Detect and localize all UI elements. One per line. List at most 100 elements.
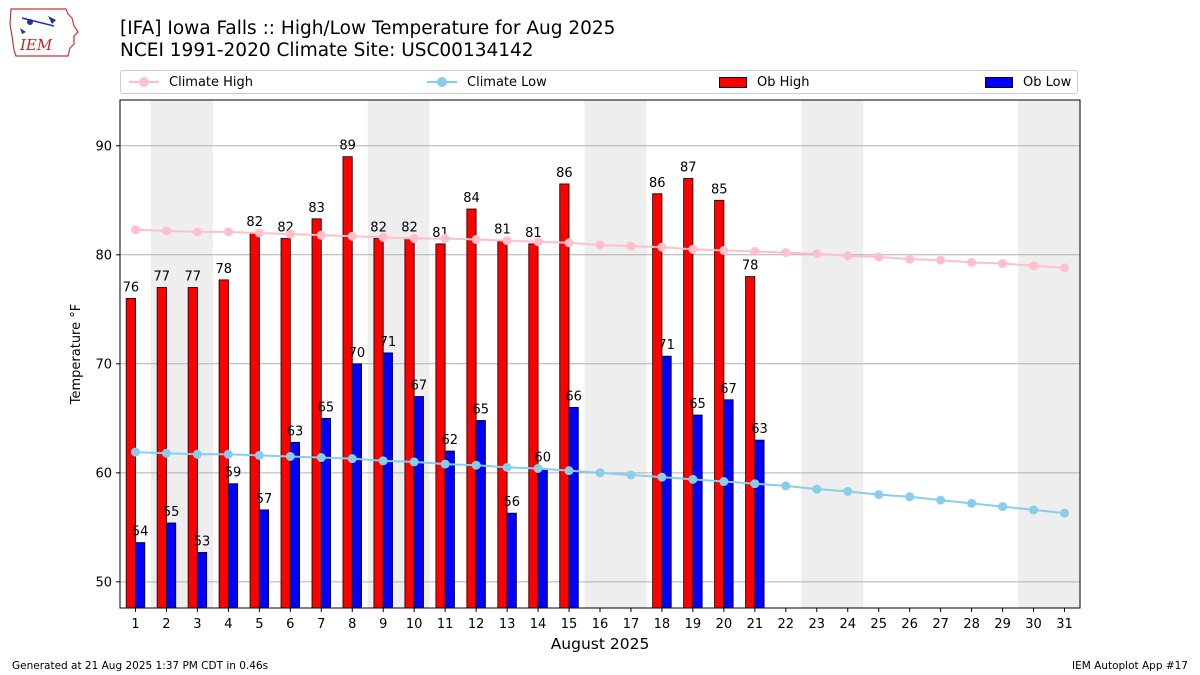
ob-low-bar — [413, 396, 424, 609]
ob-low-data-label: 63 — [287, 424, 304, 439]
ob-high-bar — [404, 238, 415, 609]
legend-label-climate-high: Climate High — [169, 74, 254, 90]
iowa-state-outline-icon: IEM — [9, 8, 79, 57]
legend-item-ob-high: Ob High — [717, 71, 810, 93]
chart-legend: Climate High Climate Low Ob High Ob Low — [120, 70, 1078, 94]
climate-low-point — [874, 490, 884, 500]
climate-low-point — [626, 470, 636, 480]
climate-high-point — [254, 228, 264, 238]
weekend-shade-band — [801, 100, 864, 608]
climate-low-point — [1029, 505, 1039, 515]
climate-high-point — [781, 248, 791, 258]
ob-low-bar — [166, 522, 177, 609]
y-tick-label: 80 — [95, 248, 112, 263]
ob-high-data-label: 78 — [742, 259, 759, 274]
ob-low-bar — [661, 355, 672, 609]
climate-low-point — [1060, 508, 1070, 518]
climate-low-point — [750, 479, 760, 489]
x-tick-label: 17 — [623, 617, 640, 632]
ob-low-bar — [258, 509, 270, 609]
ob-high-data-label: 86 — [649, 176, 666, 191]
ob-high-bar — [528, 243, 539, 609]
x-tick-label: 27 — [932, 617, 949, 632]
ob-low-bar — [351, 363, 362, 609]
climate-low-point — [998, 502, 1008, 512]
ob-low-data-label: 71 — [380, 335, 397, 350]
ob-high-data-label: 86 — [556, 166, 573, 181]
climate-low-point — [192, 449, 202, 459]
climate-low-point — [564, 466, 574, 476]
ob-low-bar — [227, 483, 239, 609]
climate-high-point — [750, 247, 760, 257]
climate-high-point — [812, 249, 822, 259]
ob-low-data-label: 56 — [503, 495, 520, 510]
climate-low-point — [781, 481, 791, 491]
x-tick-label: 24 — [839, 617, 856, 632]
ob-low-bar — [754, 439, 765, 609]
ob-low-data-label: 60 — [534, 450, 551, 465]
climate-high-point — [285, 229, 295, 239]
climate-high-point — [533, 237, 543, 247]
climate-low-point — [595, 468, 605, 478]
climate-high-point — [130, 225, 140, 235]
climate-high-point — [936, 255, 946, 265]
ob-low-bar — [135, 542, 146, 609]
climate-high-point — [347, 231, 357, 241]
ob-low-data-label: 65 — [689, 397, 706, 412]
ob-high-data-label: 78 — [215, 262, 232, 277]
chart-title-line-1: [IFA] Iowa Falls :: High/Low Temperature… — [120, 18, 616, 39]
ob-low-bar — [197, 552, 208, 609]
legend-swatch-climate-low — [427, 75, 457, 89]
ob-high-data-label: 83 — [308, 201, 325, 216]
climate-high-point — [440, 233, 450, 243]
legend-label-climate-low: Climate Low — [467, 74, 547, 90]
climate-high-point — [595, 240, 605, 250]
legend-label-ob-high: Ob High — [757, 74, 810, 90]
climate-high-point — [905, 254, 915, 264]
x-tick-label: 30 — [1025, 617, 1042, 632]
ob-low-data-label: 55 — [163, 505, 180, 520]
ob-high-bar — [373, 238, 384, 609]
y-tick-label: 50 — [95, 575, 112, 590]
climate-high-point — [564, 238, 574, 248]
climate-high-point — [316, 230, 326, 240]
ob-low-data-label: 65 — [473, 402, 490, 417]
ob-high-bar — [652, 193, 663, 609]
ob-high-bar — [683, 178, 694, 609]
x-tick-label: 20 — [716, 617, 733, 632]
y-tick-label: 90 — [95, 139, 112, 154]
weekend-shade-band — [1018, 100, 1080, 608]
climate-low-point — [657, 472, 667, 482]
ob-high-data-label: 81 — [494, 223, 511, 238]
climate-low-point — [161, 448, 171, 458]
x-tick-label: 16 — [592, 617, 609, 632]
x-tick-label: 18 — [654, 617, 671, 632]
y-tick-label: 70 — [95, 357, 112, 372]
legend-item-ob-low: Ob Low — [983, 71, 1071, 93]
x-tick-label: 21 — [747, 617, 764, 632]
ob-low-bar — [723, 399, 734, 609]
climate-high-point — [192, 227, 202, 237]
x-tick-label: 22 — [778, 617, 795, 632]
ob-high-bar — [497, 240, 508, 609]
ob-low-bar — [506, 512, 517, 609]
ob-low-data-label: 65 — [318, 400, 335, 415]
chart-title-line-2: NCEI 1991-2020 Climate Site: USC00134142 — [120, 40, 534, 61]
climate-low-point — [316, 453, 326, 463]
climate-high-point — [626, 241, 636, 251]
x-tick-label: 31 — [1056, 617, 1073, 632]
ob-low-data-label: 59 — [225, 466, 242, 481]
x-tick-label: 2 — [162, 617, 170, 632]
iem-logo: IEM — [8, 6, 80, 60]
ob-high-bar — [435, 243, 446, 609]
climate-high-point — [688, 244, 698, 254]
climate-high-point — [502, 236, 512, 246]
x-tick-label: 25 — [870, 617, 887, 632]
ob-low-bar — [382, 352, 393, 609]
climate-high-point — [223, 227, 233, 237]
climate-high-point — [998, 259, 1008, 269]
ob-low-data-label: 70 — [349, 346, 366, 361]
climate-high-point — [874, 252, 884, 262]
x-tick-label: 28 — [963, 617, 980, 632]
ob-high-data-label: 77 — [185, 270, 202, 285]
